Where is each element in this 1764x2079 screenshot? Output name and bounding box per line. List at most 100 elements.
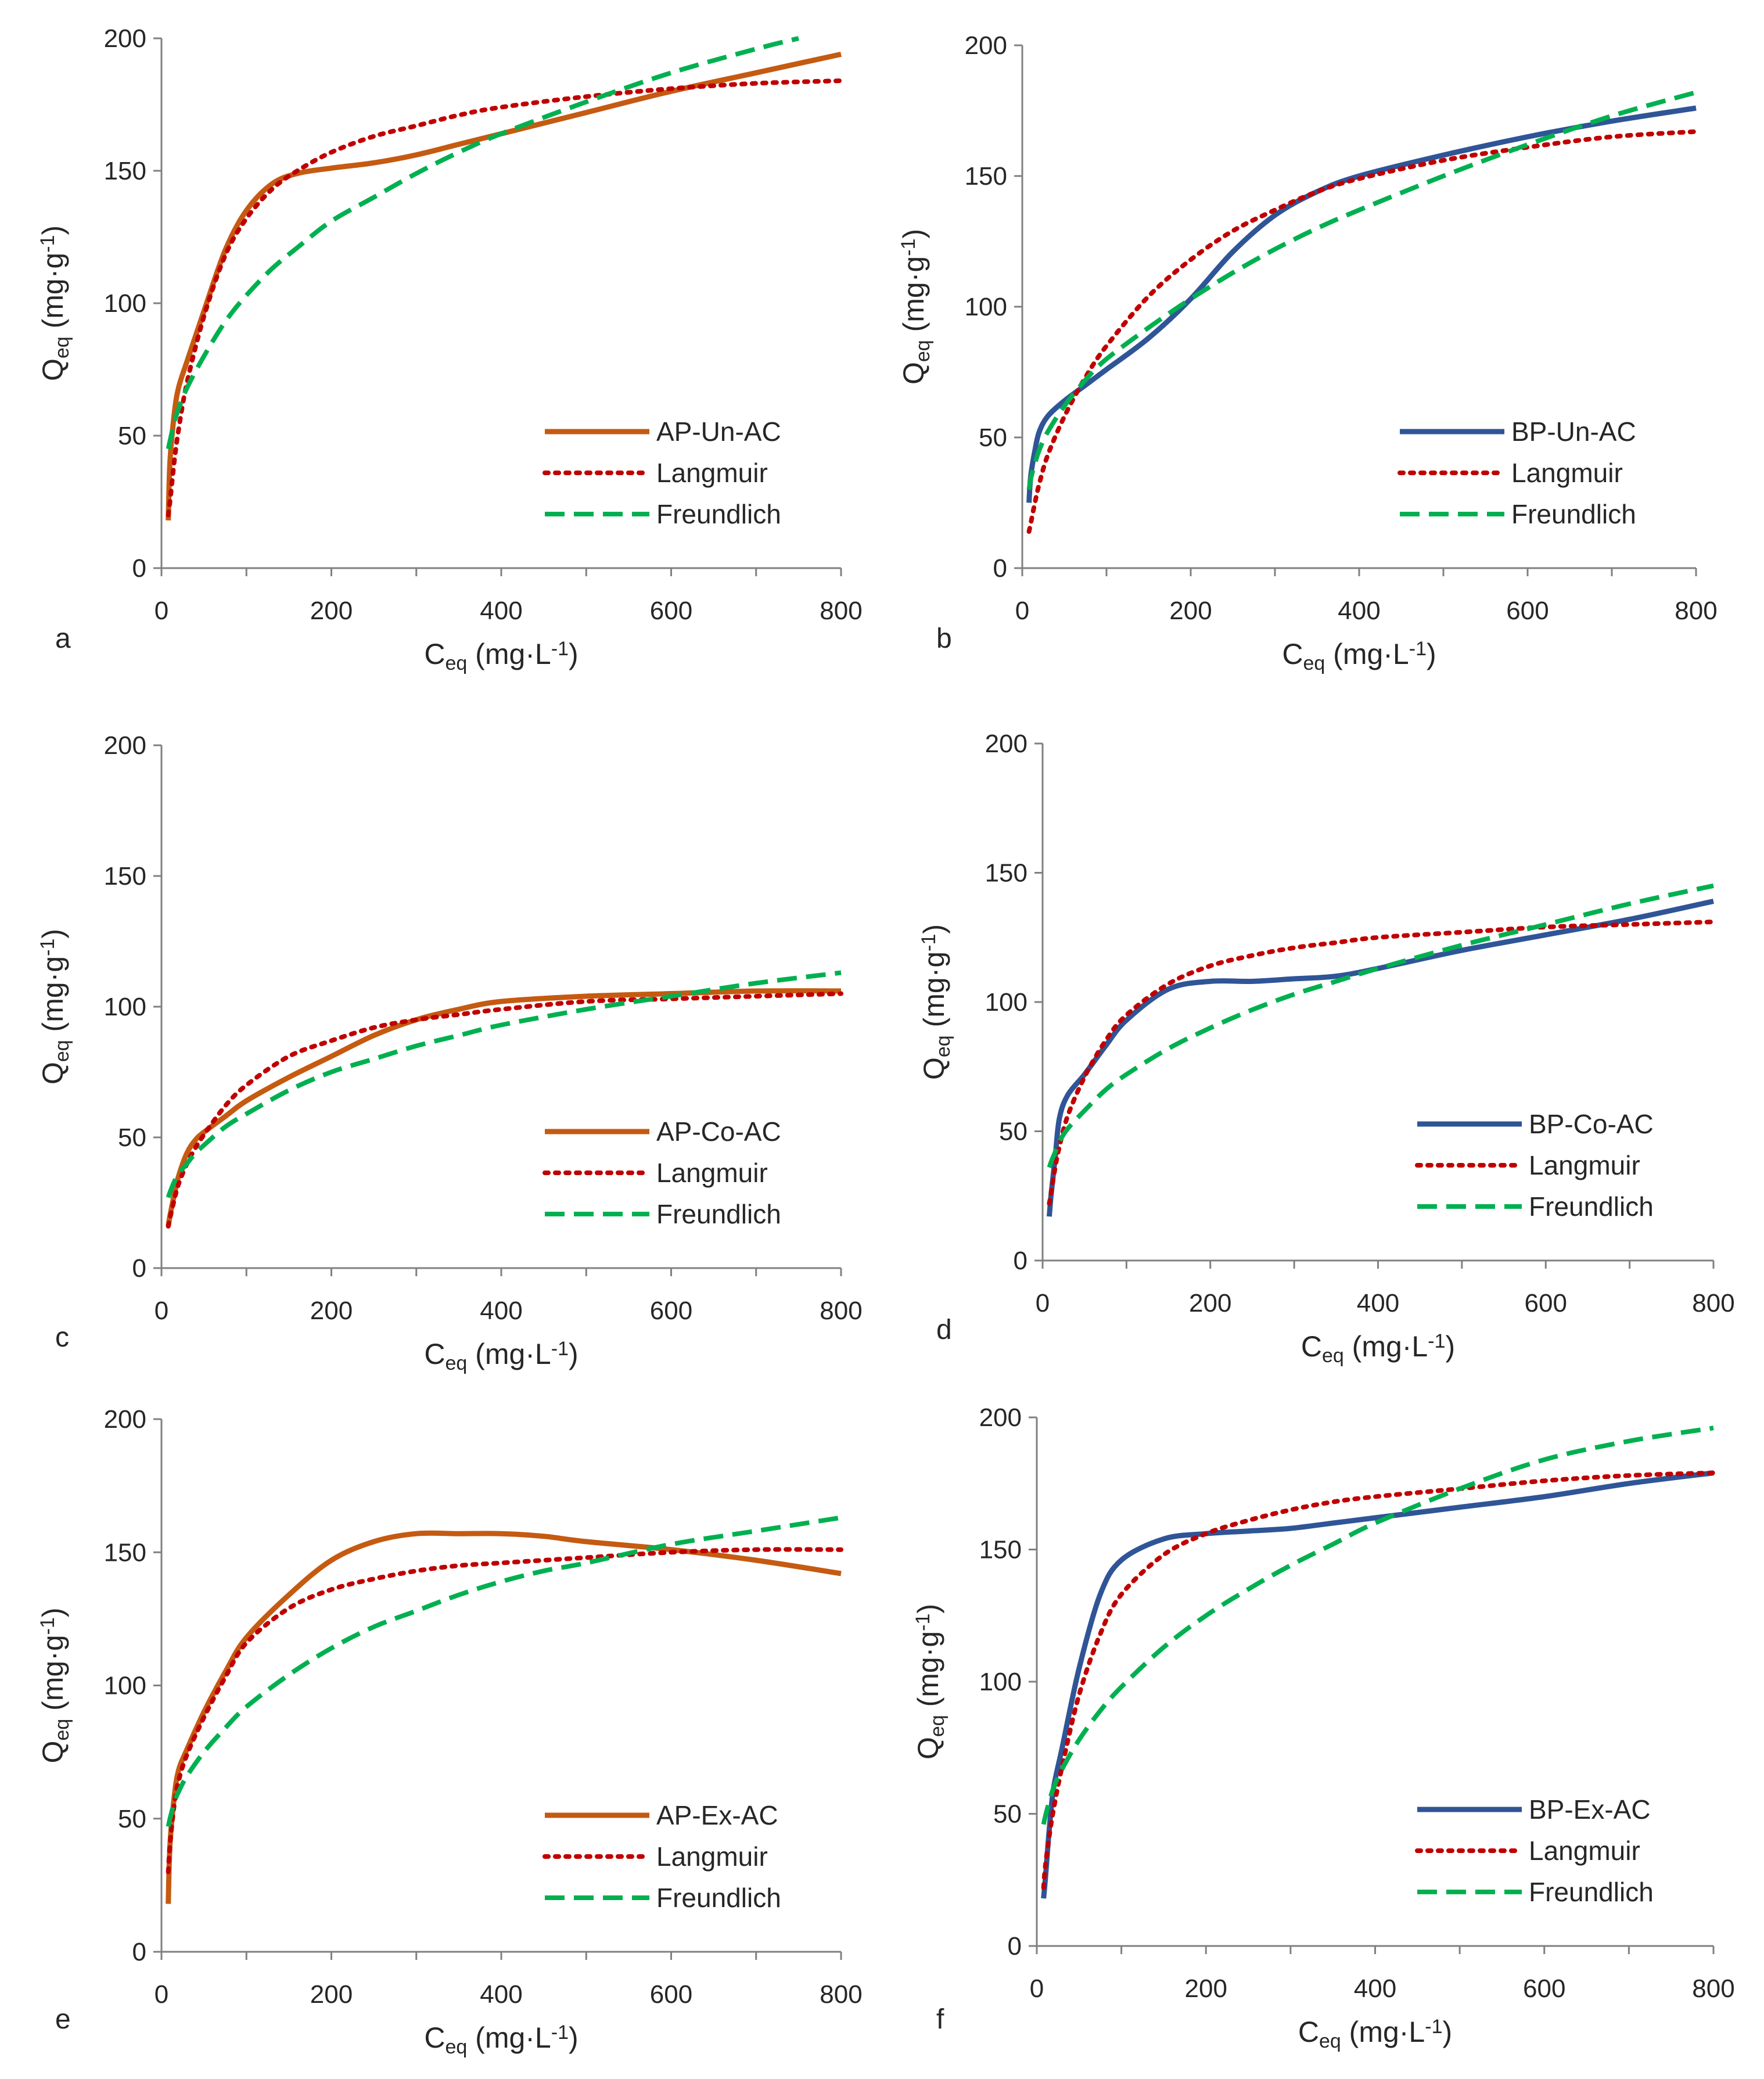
panel-letter: c bbox=[55, 1322, 69, 1353]
y-axis-label-sup: -1 bbox=[918, 934, 940, 951]
legend-label: AP-Ex-AC bbox=[656, 1800, 778, 1830]
x-axis-label-sup: -1 bbox=[551, 1338, 569, 1360]
series-group bbox=[1041, 1426, 1716, 1899]
x-axis-label-close: ) bbox=[1442, 2016, 1452, 2048]
y-axis-label: Qeq (mg·g-1) bbox=[918, 924, 954, 1080]
legend-label: Langmuir bbox=[1529, 1836, 1640, 1866]
x-tick-label: 200 bbox=[310, 1297, 353, 1325]
x-tick-label: 600 bbox=[1523, 1974, 1565, 2003]
x-tick-label: 400 bbox=[1338, 597, 1380, 625]
x-axis-label-main: C bbox=[1298, 2016, 1319, 2048]
x-tick-label: 800 bbox=[820, 1297, 862, 1325]
x-tick-label: 400 bbox=[480, 1297, 522, 1325]
series-line-ap-co-ac bbox=[166, 988, 842, 1227]
y-tick-label: 150 bbox=[985, 859, 1027, 888]
legend-label: Langmuir bbox=[656, 458, 768, 488]
y-tick-label: 0 bbox=[132, 1938, 146, 1966]
legend-label: Langmuir bbox=[656, 1841, 768, 1872]
panel-letter: d bbox=[936, 1315, 952, 1345]
x-tick-label: 400 bbox=[480, 1980, 522, 2009]
y-tick-label: 100 bbox=[104, 1672, 146, 1700]
panel-letter: f bbox=[936, 2004, 944, 2035]
y-axis-label-main: Q bbox=[37, 1062, 69, 1085]
series-line-freundlich bbox=[1047, 883, 1714, 1169]
x-tick-label: 800 bbox=[1675, 597, 1717, 625]
x-tick-label: 0 bbox=[155, 1297, 168, 1325]
y-axis-label: Qeq (mg·g-1) bbox=[37, 225, 73, 381]
x-tick-label: 400 bbox=[480, 597, 522, 625]
y-axis-label-sup: -1 bbox=[912, 1614, 934, 1631]
series-line-freundlich bbox=[1041, 1426, 1714, 1825]
x-tick-label: 800 bbox=[1692, 1974, 1734, 2003]
y-tick-label: 200 bbox=[985, 730, 1027, 758]
y-axis-label-sup: -1 bbox=[37, 235, 59, 253]
x-axis-label-sup: -1 bbox=[551, 2021, 569, 2044]
x-axis-label-close: ) bbox=[569, 1338, 579, 1370]
x-axis-label: Ceq (mg·L-1) bbox=[424, 638, 578, 674]
x-axis-label-unit: (mg·L bbox=[1344, 1330, 1428, 1363]
x-axis-label-unit: (mg·L bbox=[467, 638, 551, 670]
x-axis-label: Ceq (mg·L-1) bbox=[424, 1338, 578, 1374]
x-tick-label: 400 bbox=[1354, 1974, 1396, 2003]
y-axis-label-close: ) bbox=[37, 225, 69, 235]
x-axis-label-close: ) bbox=[569, 638, 579, 670]
y-tick-label: 50 bbox=[993, 1800, 1022, 1829]
x-axis-label-sub: eq bbox=[445, 1352, 467, 1374]
x-axis-label-sub: eq bbox=[1322, 1345, 1344, 1367]
series-line-langmuir bbox=[1041, 1470, 1716, 1890]
x-tick-label: 200 bbox=[1189, 1289, 1231, 1317]
y-axis-label-sub: eq bbox=[932, 1035, 954, 1057]
y-axis-label-close: ) bbox=[37, 929, 69, 939]
y-axis-label-sup: -1 bbox=[37, 1617, 59, 1635]
series-line-langmuir bbox=[166, 991, 843, 1229]
series-group bbox=[166, 36, 843, 521]
x-tick-label: 0 bbox=[1030, 1974, 1044, 2003]
y-tick-label: 150 bbox=[104, 862, 146, 891]
y-axis-label-main: Q bbox=[918, 1057, 950, 1080]
y-tick-label: 50 bbox=[118, 422, 146, 450]
y-axis-label-sub: eq bbox=[926, 1715, 949, 1737]
y-tick-label: 150 bbox=[979, 1536, 1022, 1564]
y-tick-label: 200 bbox=[965, 31, 1007, 60]
x-axis-label-unit: (mg·L bbox=[1325, 638, 1409, 670]
x-tick-label: 200 bbox=[1169, 597, 1212, 625]
legend-label: BP-Ex-AC bbox=[1529, 1794, 1651, 1825]
y-axis-label-close: ) bbox=[912, 1604, 944, 1614]
y-axis-label-main: Q bbox=[912, 1737, 944, 1760]
y-axis-label-close: ) bbox=[897, 229, 930, 239]
x-tick-label: 600 bbox=[650, 1980, 692, 2009]
y-axis-label-main: Q bbox=[37, 358, 69, 381]
legend-label: Freundlich bbox=[1529, 1877, 1654, 1907]
x-axis-label-sup: -1 bbox=[1425, 2016, 1442, 2038]
x-axis-label-main: C bbox=[424, 1338, 445, 1370]
legend-label: AP-Un-AC bbox=[656, 416, 781, 447]
legend-label: Langmuir bbox=[656, 1158, 768, 1188]
y-axis-label-close: ) bbox=[37, 1607, 69, 1617]
x-axis-label-main: C bbox=[424, 638, 445, 670]
x-tick-label: 800 bbox=[1692, 1289, 1734, 1317]
y-tick-label: 150 bbox=[104, 1538, 146, 1567]
y-axis-label-sub: eq bbox=[51, 1719, 73, 1741]
series-line-freundlich bbox=[166, 970, 842, 1198]
x-tick-label: 800 bbox=[820, 597, 862, 625]
x-tick-label: 0 bbox=[1015, 597, 1029, 625]
y-tick-label: 100 bbox=[985, 988, 1027, 1017]
y-tick-label: 100 bbox=[104, 993, 146, 1021]
y-axis-label-main: Q bbox=[37, 1741, 69, 1764]
y-tick-label: 200 bbox=[979, 1403, 1022, 1432]
y-tick-label: 200 bbox=[104, 24, 146, 53]
x-axis-label-sup: -1 bbox=[1428, 1330, 1445, 1352]
x-axis-label-sup: -1 bbox=[551, 638, 569, 660]
y-axis-label: Qeq (mg·g-1) bbox=[37, 1607, 73, 1763]
series-group bbox=[1047, 883, 1716, 1217]
x-axis-label-sub: eq bbox=[445, 652, 467, 674]
x-tick-label: 600 bbox=[650, 597, 692, 625]
panel-letter: a bbox=[55, 623, 71, 654]
y-tick-label: 50 bbox=[118, 1123, 146, 1152]
y-tick-label: 100 bbox=[979, 1668, 1022, 1696]
